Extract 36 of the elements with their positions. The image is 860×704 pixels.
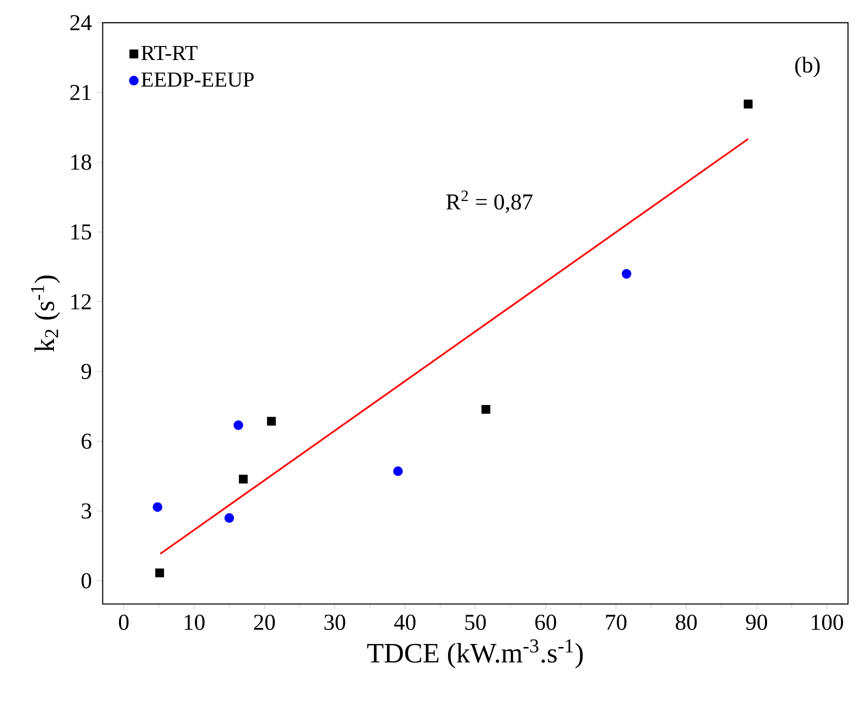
x-axis-title: TDCE (kW.m$^{-3}$.s$^{-1}$)	[367, 639, 583, 668]
x-tick-label: 60	[535, 614, 556, 630]
x-tick-label: 80	[676, 614, 697, 630]
x-tick-label: 0	[118, 614, 129, 630]
y-tick-label: 12	[71, 294, 91, 310]
x-tick-label: 90	[746, 614, 768, 630]
point	[238, 474, 248, 484]
y-tick-label: 3	[82, 503, 92, 519]
y-tick-label: 6	[82, 434, 92, 449]
y-axis-title: k$_{2}$ (s$^{-1}$)	[30, 276, 60, 352]
point	[622, 269, 632, 279]
y-tick-label: 0	[82, 573, 92, 588]
annotation: R$^{2}$ = 0,87	[446, 190, 533, 213]
x-tick-label: 100	[812, 614, 844, 630]
y-tick-label: 9	[81, 364, 92, 380]
y-tick-label: 24	[70, 15, 92, 30]
annotation: (b)	[795, 56, 820, 78]
y-tick-label: 21	[70, 84, 91, 100]
y-tick-label: 18	[71, 154, 92, 170]
x-tick-label: 70	[606, 614, 626, 630]
point	[234, 420, 244, 430]
x-tick-label: 10	[184, 614, 205, 630]
point	[152, 502, 162, 512]
y-tick-label: 15	[71, 224, 92, 240]
x-tick-label: 40	[394, 614, 416, 630]
legend-label: EEDP-EEUP	[141, 72, 254, 87]
x-tick-label: 50	[465, 614, 486, 630]
x-tick-label: 30	[324, 614, 346, 630]
point	[155, 568, 164, 578]
point	[393, 466, 403, 476]
point	[267, 416, 276, 426]
legend-label: RT-RT	[141, 46, 198, 60]
point	[481, 404, 490, 414]
point	[744, 100, 753, 108]
x-tick-label: 20	[254, 614, 275, 630]
point	[224, 513, 234, 523]
